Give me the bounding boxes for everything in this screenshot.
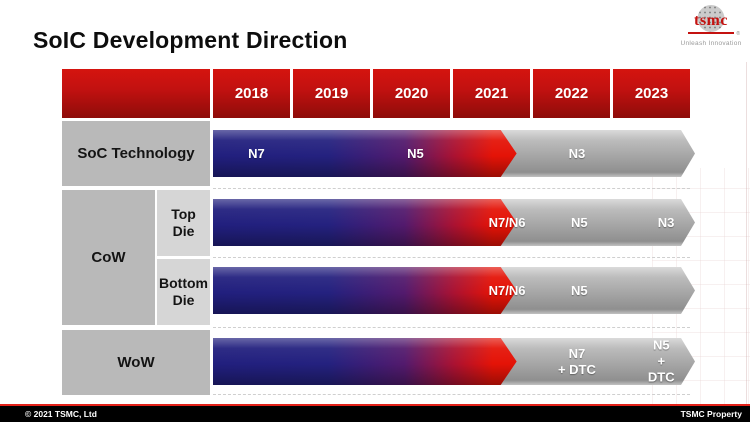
node-label-n3: N3 — [568, 145, 586, 161]
row-separator-dashed-line — [213, 327, 690, 328]
footer-copyright: © 2021 TSMC, Ltd — [25, 409, 97, 419]
row-label-wow: WoW — [62, 330, 210, 395]
wafer-icon — [697, 5, 725, 32]
row-label-bottom-die: Bottom Die — [157, 259, 210, 325]
logo-tagline: Unleash Innovation — [680, 40, 742, 47]
future-roadmap-arrow-bar — [483, 338, 695, 385]
year-header-2021: 2021 — [453, 69, 530, 118]
footer-property-label: TSMC Property — [680, 409, 742, 419]
node-label-n7-dtc: N7 + DTC — [557, 345, 596, 377]
row-separator-dashed-line — [213, 188, 690, 189]
node-label-n5-dtc: N5 + DTC — [647, 337, 675, 385]
node-label-n7: N7 — [248, 145, 265, 161]
roadmap-bar-cow-bottom-die: N7/N6 N5 — [213, 267, 695, 314]
row-label-top-die: Top Die — [157, 190, 210, 256]
progress-arrow-bar — [213, 267, 517, 314]
page-title: SoIC Development Direction — [33, 27, 348, 53]
roadmap-bar-wow: N7 + DTC N5 + DTC — [213, 337, 695, 385]
node-label-n3: N3 — [657, 214, 675, 230]
tsmc-logo: tsmc ® Unleash Innovation — [678, 4, 744, 52]
progress-arrow-bar — [213, 338, 517, 385]
year-header-2022: 2022 — [533, 69, 610, 118]
future-roadmap-arrow-bar — [483, 267, 695, 314]
footer-red-rule — [0, 404, 750, 406]
node-label-n5: N5 — [571, 282, 588, 298]
year-header-2023: 2023 — [613, 69, 690, 118]
footer-bar: © 2021 TSMC, Ltd TSMC Property — [0, 406, 750, 422]
registered-trademark-symbol: ® — [736, 31, 740, 37]
node-label-n5: N5 — [571, 214, 588, 230]
node-label-n7n6: N7/N6 — [488, 282, 526, 298]
row-label-soc-technology: SoC Technology — [62, 121, 210, 186]
year-header-2019: 2019 — [293, 69, 370, 118]
table-header-row: 2018 2019 2020 2021 2022 2023 — [62, 69, 690, 118]
logo-brand-text: tsmc — [694, 12, 728, 29]
node-label-n5: N5 — [407, 145, 424, 161]
roadmap-bar-soc-technology: N7 N5 N3 — [213, 130, 695, 177]
year-header-2018: 2018 — [213, 69, 290, 118]
logo-underline — [688, 32, 734, 34]
node-label-n7n6: N7/N6 — [488, 214, 526, 230]
future-roadmap-arrow-bar — [483, 130, 695, 177]
row-separator-dashed-line — [213, 394, 690, 395]
progress-arrow-bar — [213, 199, 517, 246]
row-label-cow: CoW — [62, 190, 155, 325]
progress-arrow-bar — [213, 130, 517, 177]
year-header-2020: 2020 — [373, 69, 450, 118]
header-spacer-cell — [62, 69, 210, 118]
future-roadmap-arrow-bar — [483, 199, 695, 246]
roadmap-bar-cow-top-die: N7/N6 N5 N3 — [213, 199, 695, 246]
row-separator-dashed-line — [213, 257, 690, 258]
background-grid-edge-line — [746, 62, 747, 405]
